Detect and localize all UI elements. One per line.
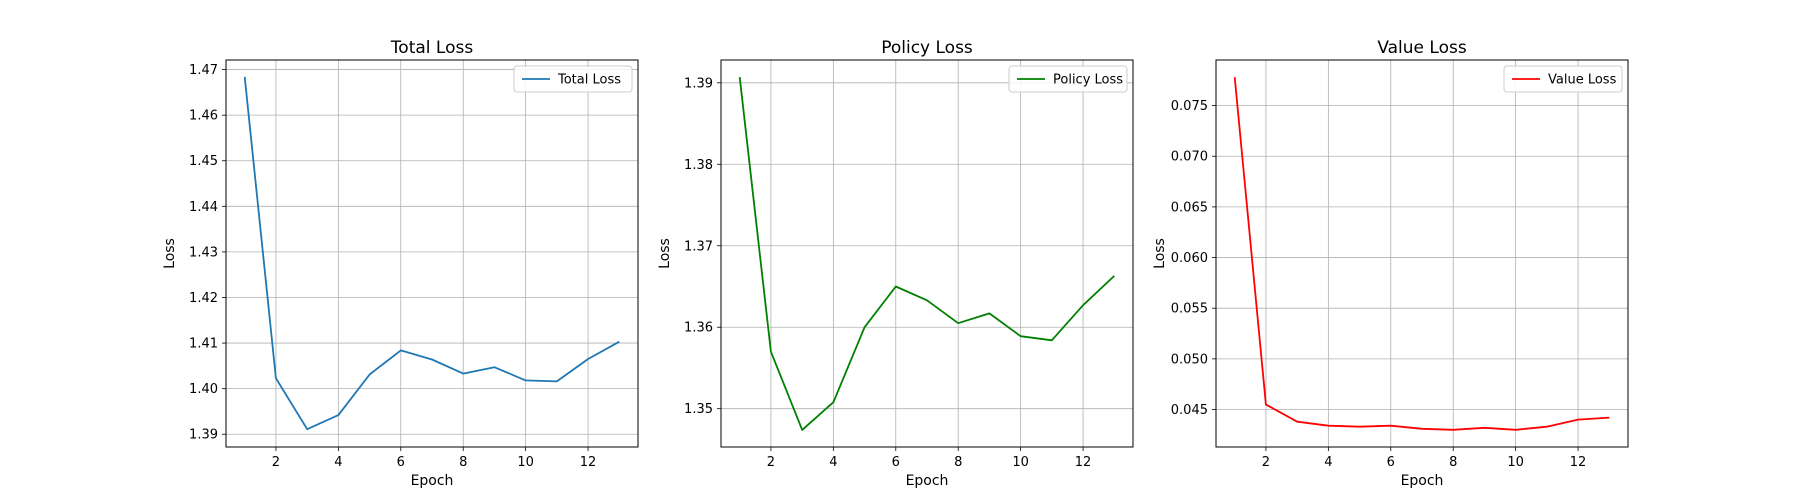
y-tick-label: 0.065 [1171, 200, 1208, 215]
legend-box [513, 65, 633, 93]
y-axis-label: Loss [162, 238, 178, 269]
x-tick-label: 4 [334, 455, 342, 470]
x-axis-label: Epoch [1401, 473, 1444, 489]
y-tick-label: 1.43 [189, 245, 218, 260]
legend-box [1503, 65, 1623, 93]
x-tick-label: 12 [1570, 455, 1587, 470]
y-tick-label: 1.41 [189, 337, 218, 352]
x-tick-label: 4 [829, 455, 837, 470]
legend: Policy Loss [1008, 65, 1128, 93]
x-tick-label: 10 [517, 455, 534, 470]
axes-frame [720, 59, 1134, 448]
legend-box [1008, 65, 1128, 93]
series-line-1 [1233, 77, 1610, 431]
y-tick-label: 0.075 [1171, 99, 1208, 114]
y-tick-label: 1.44 [189, 200, 218, 215]
x-tick-label: 2 [272, 455, 280, 470]
x-tick-label: 10 [1012, 455, 1029, 470]
x-tick-label: 2 [767, 455, 775, 470]
x-tick-label: 8 [954, 455, 962, 470]
y-tick-label: 0.055 [1171, 302, 1208, 317]
y-axis-label: Loss [657, 238, 673, 269]
y-tick-label: 1.42 [189, 291, 218, 306]
x-tick-label: 8 [459, 455, 467, 470]
x-axis-label: Epoch [411, 473, 454, 489]
axes-frame [225, 59, 639, 448]
y-tick-label: 1.46 [189, 109, 218, 124]
y-tick-label: 1.36 [684, 321, 713, 336]
series-line-1 [243, 76, 620, 431]
axes-frame [1215, 59, 1629, 448]
plot-area [226, 60, 638, 447]
legend-label: Policy Loss [1053, 73, 1123, 88]
y-tick-label: 1.45 [189, 154, 218, 169]
y-tick-label: 1.37 [684, 239, 713, 254]
y-tick-label: 1.35 [684, 402, 713, 417]
chart-panel-3: 2 4 6 8 10 12 0.045 0.050 0.055 0.060 0.065 0.070 0.… [1152, 38, 1629, 489]
x-tick-label: 2 [1262, 455, 1270, 470]
y-tick-label: 1.40 [189, 382, 218, 397]
y-axis-label: Loss [1152, 238, 1168, 269]
x-tick-label: 4 [1324, 455, 1332, 470]
legend-label: Total Loss [557, 73, 621, 88]
chart-panel-2: 2 4 6 8 10 12 1.35 1.36 1.37 1.38 1.39 Policy Loss E… [657, 38, 1134, 489]
y-tick-label: 0.070 [1171, 150, 1208, 165]
chart-panels: 2 4 6 8 10 12 1.39 1.40 1.41 1.42 1.43 1.44 1.45 1.46… [162, 38, 1629, 489]
chart-title: Value Loss [1377, 38, 1467, 58]
x-tick-label: 8 [1449, 455, 1457, 470]
y-tick-label: 0.045 [1171, 403, 1208, 418]
plot-area [721, 60, 1133, 447]
x-tick-label: 12 [1075, 455, 1092, 470]
x-tick-label: 12 [580, 455, 597, 470]
x-axis-label: Epoch [906, 473, 949, 489]
x-tick-label: 6 [1387, 455, 1395, 470]
y-tick-label: 0.060 [1171, 251, 1208, 266]
legend-label: Value Loss [1548, 73, 1617, 88]
y-tick-label: 1.39 [189, 428, 218, 443]
x-tick-label: 6 [892, 455, 900, 470]
chart-panel-1: 2 4 6 8 10 12 1.39 1.40 1.41 1.42 1.43 1.44 1.45 1.46… [162, 38, 639, 489]
legend: Total Loss [513, 65, 633, 93]
chart-title: Total Loss [390, 38, 474, 58]
series-line-1 [738, 76, 1115, 431]
y-tick-label: 1.38 [684, 158, 713, 173]
plot-area [1216, 60, 1628, 447]
legend: Value Loss [1503, 65, 1623, 93]
y-tick-label: 1.47 [189, 63, 218, 78]
chart-title: Policy Loss [881, 38, 973, 58]
x-tick-label: 10 [1507, 455, 1524, 470]
x-tick-label: 6 [397, 455, 405, 470]
y-tick-label: 0.050 [1171, 352, 1208, 367]
y-tick-label: 1.39 [684, 76, 713, 91]
